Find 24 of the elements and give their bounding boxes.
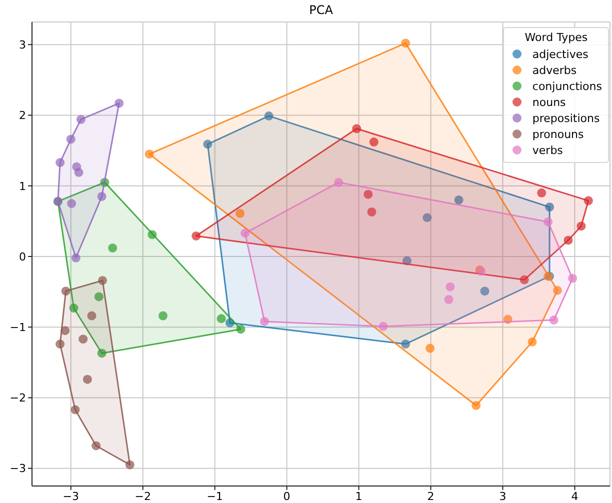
x-tick-label: 0 [283, 490, 290, 503]
legend-label: conjunctions [532, 80, 602, 92]
legend-label: adjectives [532, 48, 588, 60]
y-tick-label: −3 [10, 462, 26, 476]
y-tick-label: 2 [19, 109, 26, 122]
y-tick-label: 0 [19, 250, 26, 264]
x-tick-label: −1 [206, 490, 223, 503]
y-tick-label: −2 [10, 392, 26, 405]
x-tick-label: 4 [571, 490, 578, 503]
x-tick-label: −2 [134, 490, 151, 503]
legend-label: nouns [532, 96, 566, 108]
x-tick-label: 3 [499, 490, 506, 503]
legend-label: adverbs [532, 64, 577, 76]
y-tick-label: −1 [10, 321, 26, 334]
y-tick-label: 1 [19, 180, 26, 193]
x-tick-label: −3 [62, 490, 79, 503]
x-tick-label: 2 [427, 490, 434, 503]
y-tick-label: 3 [19, 38, 26, 52]
legend-label: prepositions [532, 112, 600, 124]
legend-title: Word Types [524, 31, 589, 44]
chart-title: PCA [308, 3, 334, 17]
legend-label: pronouns [532, 128, 584, 140]
legend-label: verbs [532, 144, 563, 156]
x-tick-label: 1 [355, 490, 362, 503]
